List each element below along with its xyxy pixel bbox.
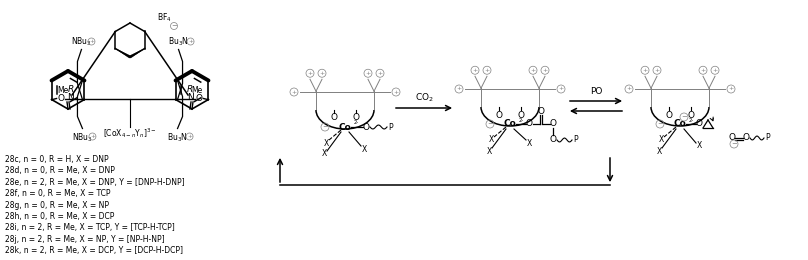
Text: 28e, n = 2, R = Me, X = DNP, Y = [DNP-H-DNP]: 28e, n = 2, R = Me, X = DNP, Y = [DNP-H-… — [5, 178, 184, 187]
Text: N: N — [187, 94, 193, 102]
Text: O: O — [537, 107, 545, 116]
Text: R: R — [67, 86, 74, 94]
Text: P: P — [389, 122, 393, 132]
Text: O: O — [517, 110, 524, 120]
Text: O: O — [696, 120, 702, 128]
Text: +: + — [558, 87, 564, 92]
Text: +: + — [713, 68, 718, 73]
Text: R: R — [187, 86, 192, 94]
Text: Bu$_3$N: Bu$_3$N — [168, 35, 189, 48]
Text: X: X — [322, 150, 326, 159]
Text: 28g, n = 0, R = Me, X = NP: 28g, n = 0, R = Me, X = NP — [5, 201, 109, 210]
Text: +: + — [530, 68, 536, 73]
Text: +: + — [393, 89, 398, 94]
Text: +: + — [728, 87, 734, 92]
Text: O: O — [330, 114, 338, 122]
Text: O: O — [363, 122, 369, 132]
Text: P: P — [766, 133, 770, 142]
Text: X: X — [659, 135, 663, 145]
Text: NBu$_3$: NBu$_3$ — [71, 35, 92, 48]
Text: +: + — [307, 71, 313, 76]
Text: X: X — [526, 139, 532, 147]
Text: Me: Me — [57, 86, 69, 95]
Text: 28f, n = 0, R = Me, X = TCP: 28f, n = 0, R = Me, X = TCP — [5, 189, 111, 198]
Text: O: O — [549, 135, 557, 145]
Text: O: O — [525, 120, 532, 128]
Text: 2-: 2- — [689, 118, 694, 122]
Text: −: − — [681, 114, 687, 120]
Text: Co: Co — [339, 122, 351, 132]
Text: BF$_4$: BF$_4$ — [157, 12, 171, 24]
Text: +: + — [187, 134, 192, 139]
Text: O: O — [57, 94, 64, 103]
Text: 28k, n = 2, R = Me, X = DCP, Y = [DCP-H-DCP]: 28k, n = 2, R = Me, X = DCP, Y = [DCP-H-… — [5, 246, 183, 255]
Text: O: O — [666, 110, 672, 120]
Text: Bu$_3$N: Bu$_3$N — [167, 131, 188, 144]
Text: 28i, n = 2, R = Me, X = TCP, Y = [TCP-H-TCP]: 28i, n = 2, R = Me, X = TCP, Y = [TCP-H-… — [5, 223, 175, 232]
Text: X: X — [696, 141, 701, 151]
Text: O: O — [495, 110, 503, 120]
Text: Co: Co — [674, 120, 686, 128]
Text: O: O — [729, 133, 735, 142]
Text: $[\mathrm{CoX}_{4-n}\mathrm{Y}_n]^{3-}$: $[\mathrm{CoX}_{4-n}\mathrm{Y}_n]^{3-}$ — [103, 127, 157, 140]
Text: X: X — [361, 145, 367, 153]
Text: +: + — [90, 134, 95, 139]
Text: O: O — [688, 110, 695, 120]
Text: 2-: 2- — [519, 118, 524, 122]
Text: +: + — [292, 89, 297, 94]
Text: +: + — [542, 68, 548, 73]
Polygon shape — [129, 49, 145, 58]
Text: N: N — [66, 94, 74, 102]
Text: 28j, n = 2, R = Me, X = NP, Y = [NP-H-NP]: 28j, n = 2, R = Me, X = NP, Y = [NP-H-NP… — [5, 235, 165, 244]
Text: +: + — [484, 68, 490, 73]
Text: O: O — [743, 133, 750, 142]
Text: X: X — [488, 135, 494, 145]
Text: NBu$_3$: NBu$_3$ — [72, 131, 93, 144]
Text: +: + — [701, 68, 705, 73]
Text: −: − — [731, 141, 737, 147]
Text: +: + — [188, 39, 193, 44]
Text: +: + — [626, 87, 632, 92]
Text: CO$_2$: CO$_2$ — [415, 92, 433, 104]
Polygon shape — [116, 49, 131, 58]
Text: −: − — [171, 23, 177, 29]
Text: O: O — [196, 94, 203, 103]
Text: +: + — [473, 68, 478, 73]
Text: +: + — [377, 71, 383, 76]
Text: +: + — [654, 68, 659, 73]
Text: +: + — [365, 71, 371, 76]
Text: 28c, n = 0, R = H, X = DNP: 28c, n = 0, R = H, X = DNP — [5, 155, 108, 164]
Text: −: − — [657, 121, 663, 127]
Text: −: − — [322, 124, 328, 130]
Text: X: X — [486, 146, 491, 155]
Text: −: − — [487, 121, 493, 127]
Text: Me: Me — [191, 86, 203, 95]
Text: P: P — [574, 135, 579, 145]
Text: PO: PO — [590, 87, 602, 95]
Text: 2-: 2- — [354, 120, 360, 126]
Text: Co: Co — [503, 120, 516, 128]
Text: +: + — [457, 87, 461, 92]
Text: +: + — [89, 39, 94, 44]
Text: O: O — [549, 120, 557, 128]
Text: +: + — [319, 71, 325, 76]
Text: X: X — [656, 146, 662, 155]
Text: 28d, n = 0, R = Me, X = DNP: 28d, n = 0, R = Me, X = DNP — [5, 166, 115, 176]
Text: 28h, n = 0, R = Me, X = DCP: 28h, n = 0, R = Me, X = DCP — [5, 212, 115, 221]
Text: X: X — [323, 139, 329, 147]
Text: O: O — [352, 114, 360, 122]
Text: +: + — [642, 68, 648, 73]
